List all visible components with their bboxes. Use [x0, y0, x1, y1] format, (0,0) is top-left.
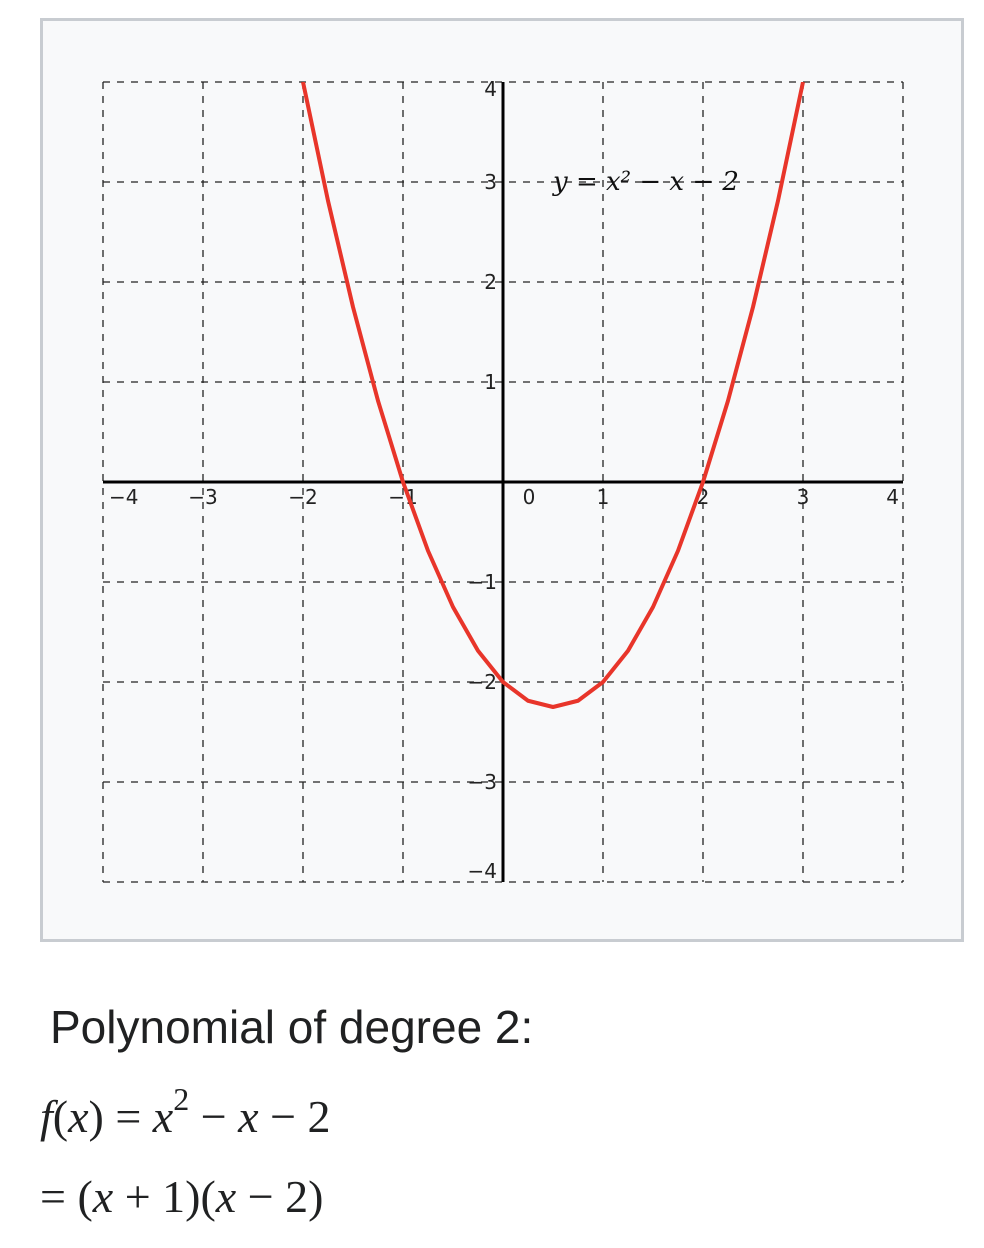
formula2-x2: x: [215, 1171, 237, 1222]
formula-minus: −: [189, 1091, 239, 1142]
formula2-end: − 2): [236, 1171, 324, 1222]
y-tick-label: −3: [468, 770, 497, 794]
series-layer: [301, 82, 805, 709]
x-tick-label: 1: [597, 485, 610, 509]
x-tick-label: 3: [797, 485, 810, 509]
parabola-curve: [301, 82, 805, 709]
y-tick-label: 4: [484, 77, 497, 101]
formula-constant: − 2: [258, 1091, 331, 1142]
formula-x-squared-base: x: [152, 1091, 174, 1142]
x-tick-label: −2: [288, 485, 317, 509]
x-tick-label: −3: [188, 485, 217, 509]
y-tick-label: −4: [468, 859, 497, 883]
y-tick-label: −1: [468, 570, 497, 594]
axes: [103, 82, 903, 882]
formula-line-factored-none: f(x) = x2 − x − 2: [40, 1081, 331, 1143]
formula-exponent: 2: [173, 1081, 190, 1117]
caption-title: Polynomial of degree 2:: [50, 1001, 534, 1053]
x-tick-label: −4: [109, 485, 138, 509]
formula2-x1: x: [92, 1171, 114, 1222]
y-tick-label: −2: [468, 670, 497, 694]
y-tick-label: 3: [484, 170, 497, 194]
formula2-eq: = (: [40, 1171, 93, 1222]
y-tick-label: 1: [484, 370, 497, 394]
formula-line-factored: = (x + 1)(x − 2): [40, 1170, 323, 1223]
formula-paren-close: ) =: [88, 1091, 153, 1142]
equation-label: y = x² − x − 2: [552, 167, 739, 197]
formula-x-linear: x: [238, 1091, 259, 1142]
y-tick-label: 2: [484, 270, 497, 294]
formula-x: x: [68, 1091, 89, 1142]
annotations: y = x² − x − 2: [552, 167, 739, 197]
formula-f: f: [40, 1091, 53, 1142]
x-tick-label: 0: [523, 485, 536, 509]
x-tick-label: 4: [886, 485, 899, 509]
formula-paren-open: (: [52, 1091, 69, 1142]
formula2-mid: + 1)(: [113, 1171, 216, 1222]
